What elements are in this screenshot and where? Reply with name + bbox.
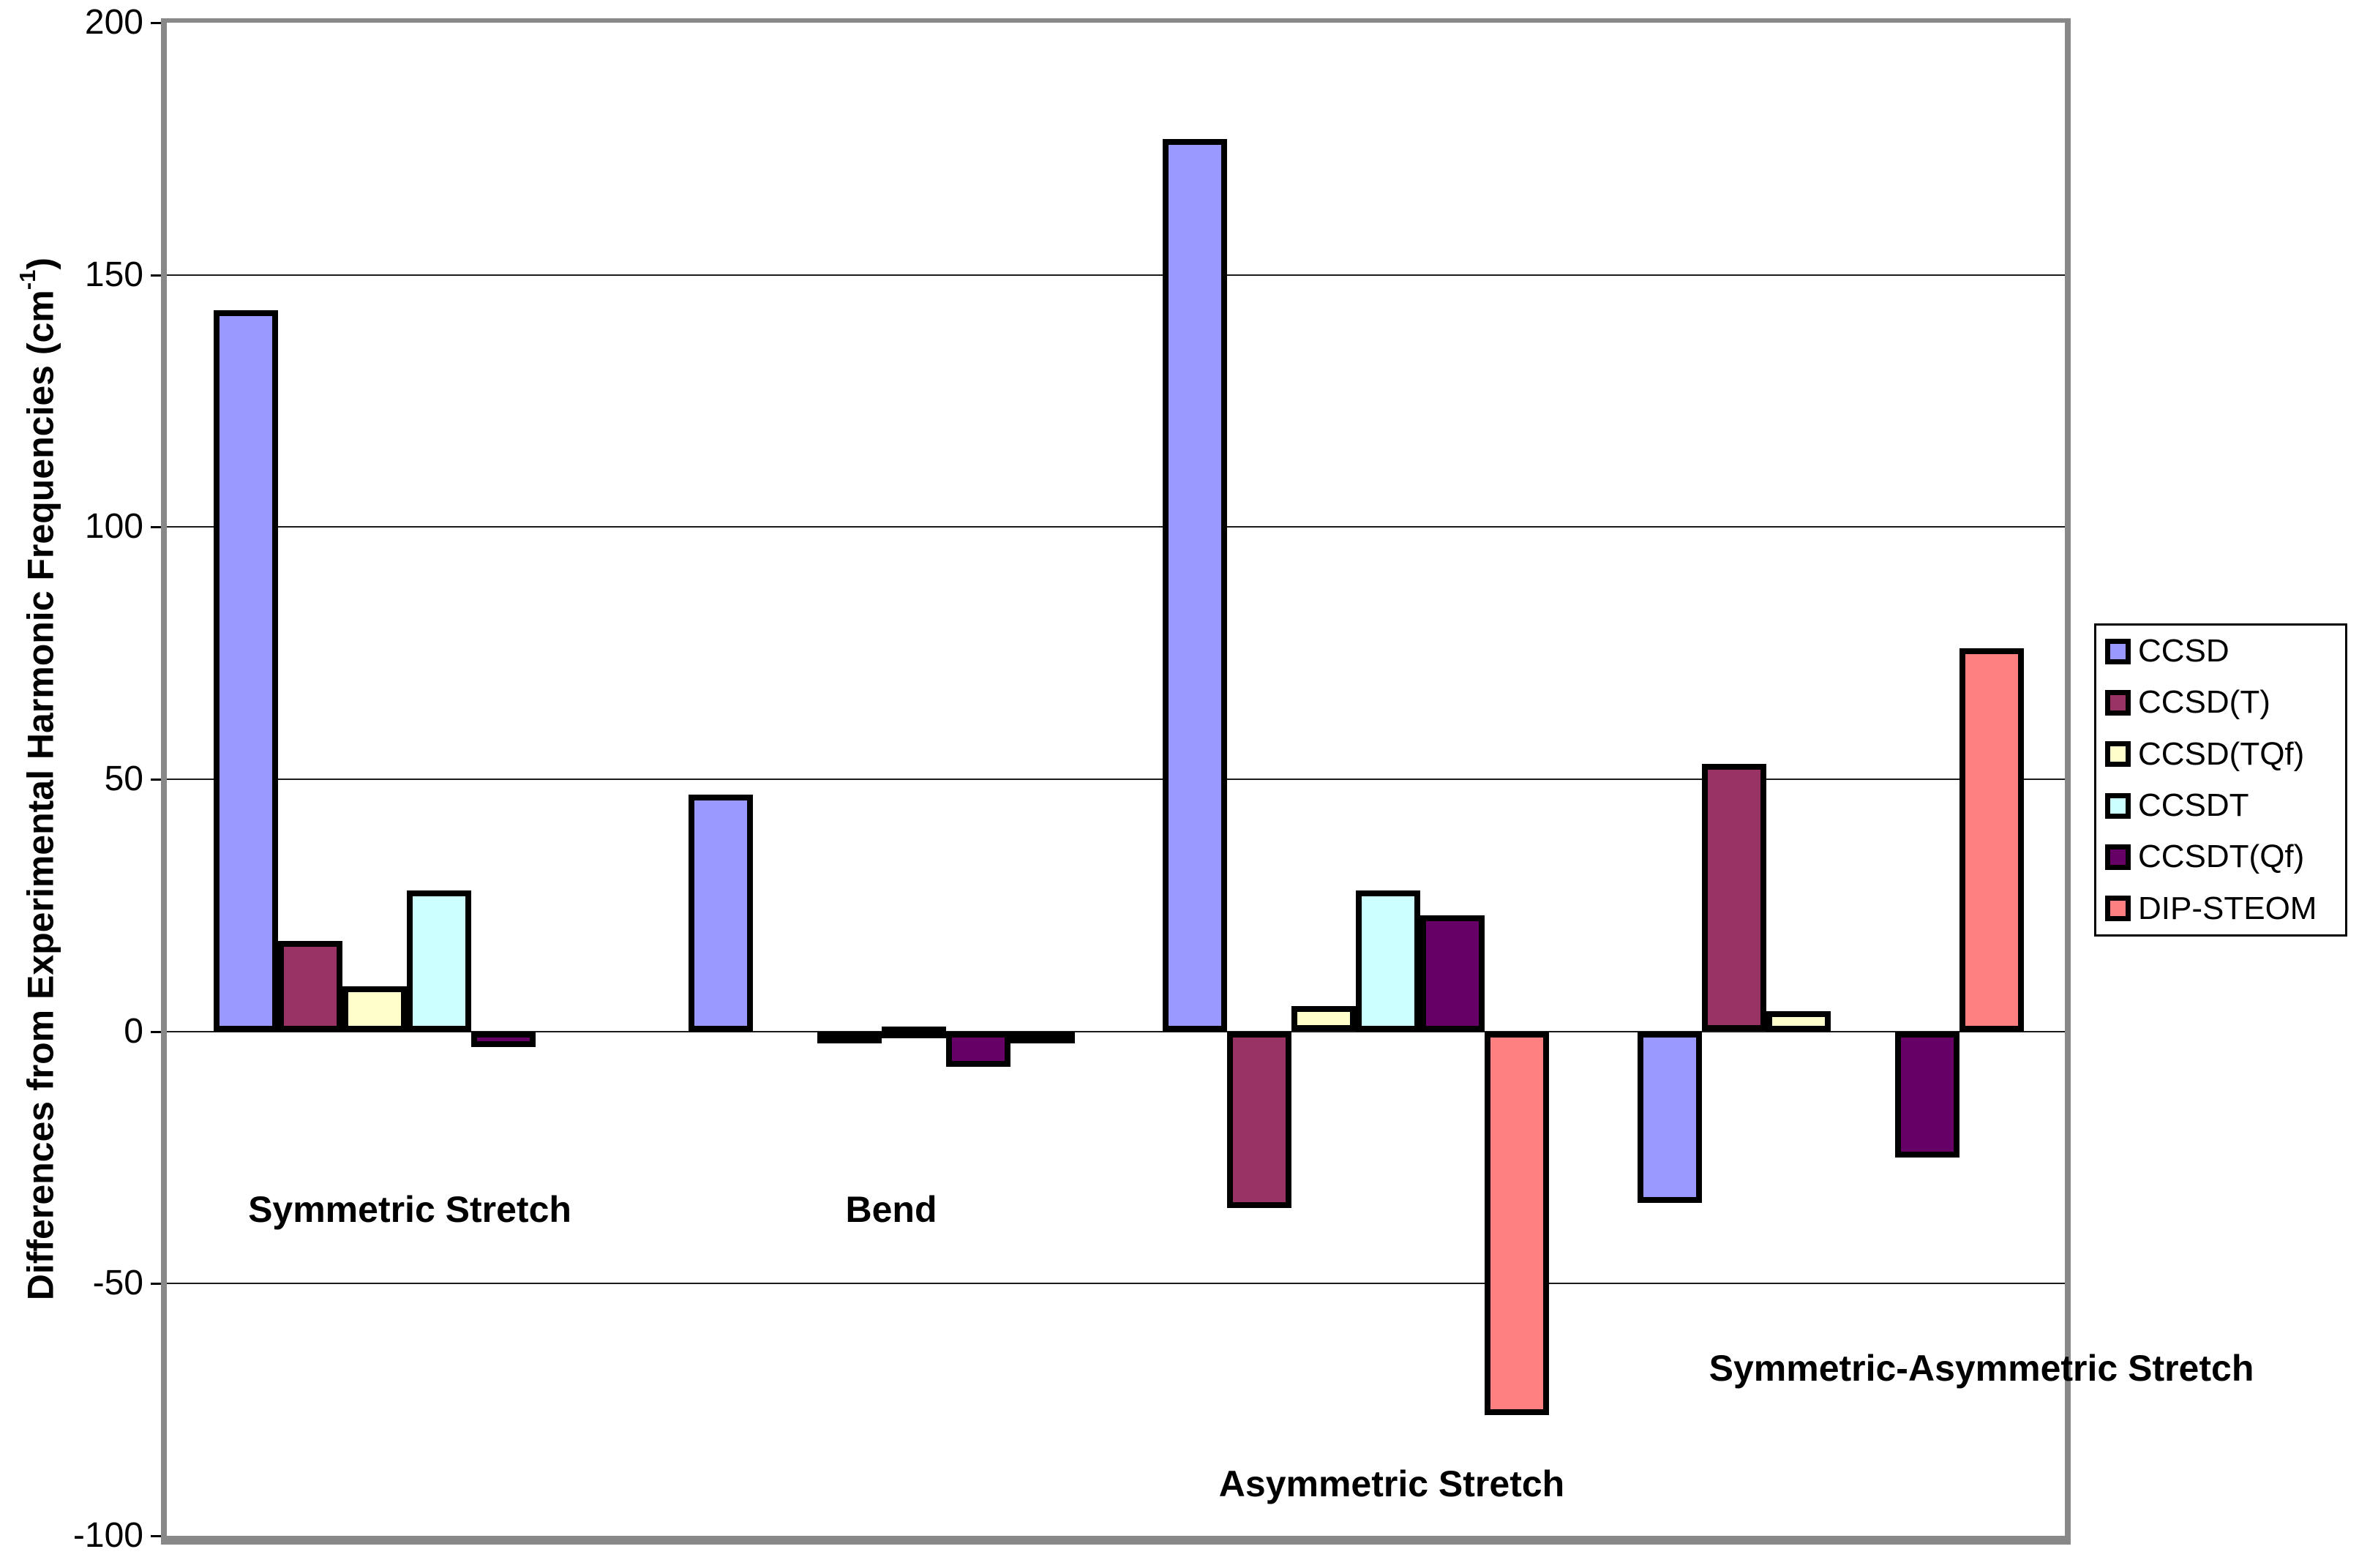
y-tick-mark-0: [151, 1031, 161, 1033]
legend-item-CCSDT: CCSDT: [2096, 780, 2345, 831]
bar-CCSDT(Qf)-Bend: [946, 1032, 1010, 1067]
legend-item-CCSD(T): CCSD(T): [2096, 677, 2345, 728]
legend-label: DIP-STEOM: [2138, 890, 2317, 926]
y-tick-label-100: 100: [84, 507, 143, 546]
gridline-150: [167, 274, 2065, 276]
category-label-Bend: Bend: [845, 1189, 937, 1230]
gridline-0: [167, 1031, 2065, 1032]
plot-border-right: [2065, 18, 2071, 1545]
category-label-Symmetric-Stretch: Symmetric Stretch: [248, 1189, 571, 1230]
legend-item-DIP-STEOM: DIP-STEOM: [2096, 883, 2345, 934]
y-tick-mark-150: [151, 274, 161, 277]
legend-label: CCSD(TQf): [2138, 735, 2305, 772]
gridline-100: [167, 526, 2065, 528]
category-label-Asymmetric-Stretch: Asymmetric Stretch: [1218, 1463, 1565, 1504]
bar-CCSDT(Qf)-Symmetric-Asymmetric-Stretch: [1895, 1032, 1959, 1158]
bar-CCSD(T)-Symmetric-Stretch: [278, 941, 342, 1032]
bar-CCSDT-Symmetric-Stretch: [407, 890, 471, 1032]
legend-item-CCSD: CCSD: [2096, 626, 2345, 677]
legend-swatch-icon: [2105, 638, 2131, 664]
legend-item-CCSD(TQf): CCSD(TQf): [2096, 729, 2345, 780]
bar-CCSD(TQf)-Symmetric-Stretch: [342, 986, 407, 1032]
bar-DIP-STEOM-Symmetric-Asymmetric-Stretch: [1959, 648, 2024, 1032]
plot-border-bottom: [161, 1536, 2071, 1545]
y-tick-label-0: 0: [124, 1012, 143, 1051]
legend-label: CCSD(T): [2138, 684, 2270, 721]
legend: CCSD CCSD(T) CCSD(TQf) CCSDT CCSDT(Qf) DIP-ST…: [2094, 623, 2347, 937]
bar-CCSD(TQf)-Symmetric-Asymmetric-Stretch: [1766, 1011, 1831, 1032]
legend-swatch-icon: [2105, 844, 2131, 870]
y-tick-mark--100: [151, 1535, 161, 1537]
bar-CCSD-Symmetric-Asymmetric-Stretch: [1638, 1032, 1702, 1203]
bar-CCSD(TQf)-Asymmetric-Stretch: [1291, 1006, 1356, 1031]
y-tick-label--100: -100: [72, 1516, 143, 1555]
gridline--50: [167, 1283, 2065, 1284]
bar-CCSD-Bend: [689, 795, 753, 1032]
legend-label: CCSDT: [2138, 787, 2249, 824]
y-tick-label--50: -50: [92, 1264, 143, 1302]
gridline-50: [167, 779, 2065, 780]
plot-border-left: [161, 18, 167, 1545]
legend-swatch-icon: [2105, 741, 2131, 768]
legend-label: CCSD: [2138, 633, 2229, 669]
bar-DIP-STEOM-Bend: [1010, 1032, 1075, 1043]
bar-CCSDT(Qf)-Asymmetric-Stretch: [1420, 915, 1485, 1032]
y-tick-label-150: 150: [84, 255, 143, 294]
legend-swatch-icon: [2105, 792, 2131, 819]
y-tick-mark--50: [151, 1283, 161, 1285]
y-tick-mark-50: [151, 779, 161, 781]
y-tick-mark-200: [151, 22, 161, 24]
y-tick-label-200: 200: [84, 3, 143, 42]
legend-item-CCSDT(Qf): CCSDT(Qf): [2096, 831, 2345, 882]
legend-swatch-icon: [2105, 689, 2131, 716]
legend-label: CCSDT(Qf): [2138, 839, 2305, 875]
legend-swatch-icon: [2105, 896, 2131, 922]
category-label-Symmetric-Asymmetric-Stretch: Symmetric-Asymmetric Stretch: [1709, 1348, 2254, 1389]
bar-CCSDT-Bend: [882, 1027, 946, 1038]
bar-CCSDT(Qf)-Symmetric-Stretch: [471, 1032, 536, 1047]
bar-CCSD-Asymmetric-Stretch: [1163, 139, 1227, 1032]
y-tick-mark-100: [151, 526, 161, 528]
bar-CCSD(T)-Symmetric-Asymmetric-Stretch: [1702, 764, 1766, 1031]
plot-border-top: [161, 18, 2071, 23]
bar-DIP-STEOM-Asymmetric-Stretch: [1485, 1032, 1549, 1415]
bar-CCSDT-Asymmetric-Stretch: [1356, 890, 1420, 1032]
bar-CCSD(TQf)-Bend: [817, 1032, 882, 1043]
bar-CCSD(T)-Asymmetric-Stretch: [1227, 1032, 1291, 1208]
y-tick-label-50: 50: [104, 759, 143, 798]
bar-CCSD-Symmetric-Stretch: [214, 310, 278, 1032]
